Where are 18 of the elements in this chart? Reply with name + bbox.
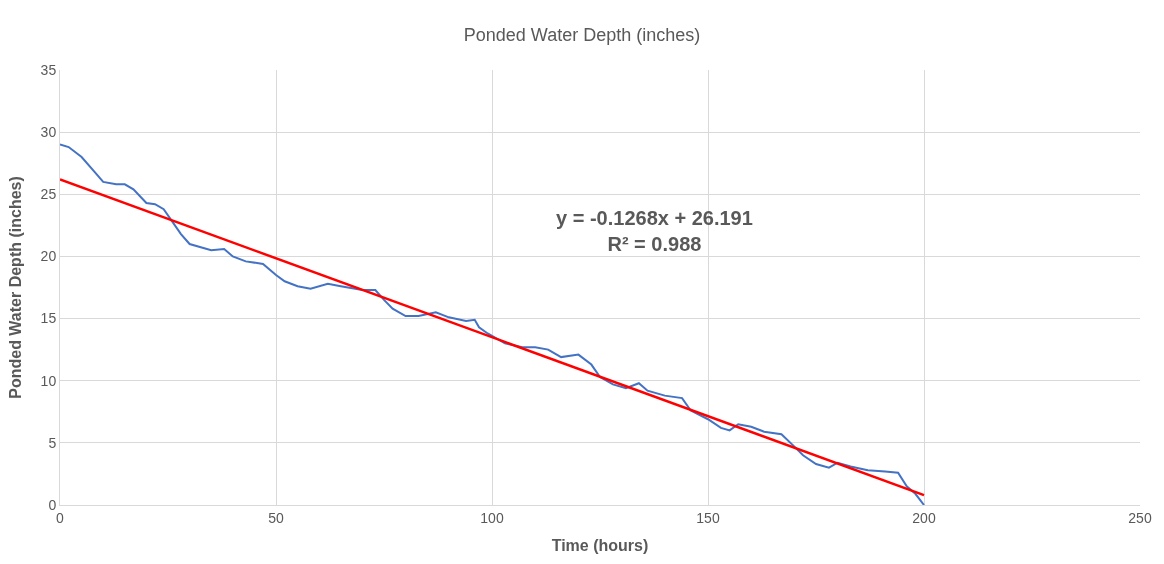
- annotation: y = -0.1268x + 26.191: [556, 207, 753, 229]
- x-tick-label: 50: [268, 509, 284, 526]
- x-tick-label: 150: [696, 509, 720, 526]
- x-tick-label: 200: [912, 509, 936, 526]
- x-axis-title: Time (hours): [551, 537, 649, 555]
- y-tick-label: 5: [48, 434, 57, 451]
- y-axis-title: Ponded Water Depth (inches): [6, 176, 24, 399]
- chart-title: Ponded Water Depth (inches): [463, 24, 701, 45]
- x-tick-label: 250: [1128, 509, 1152, 526]
- y-tick-label: 15: [40, 310, 57, 327]
- annotation: R² = 0.988: [607, 233, 702, 255]
- y-tick-label: 35: [40, 61, 57, 78]
- y-tick-label: 30: [40, 124, 57, 141]
- y-tick-label: 0: [48, 496, 57, 513]
- y-tick-label: 10: [40, 372, 57, 389]
- x-tick-label: 100: [480, 509, 504, 526]
- y-tick-label: 25: [40, 186, 57, 203]
- y-tick-label: 20: [40, 248, 57, 265]
